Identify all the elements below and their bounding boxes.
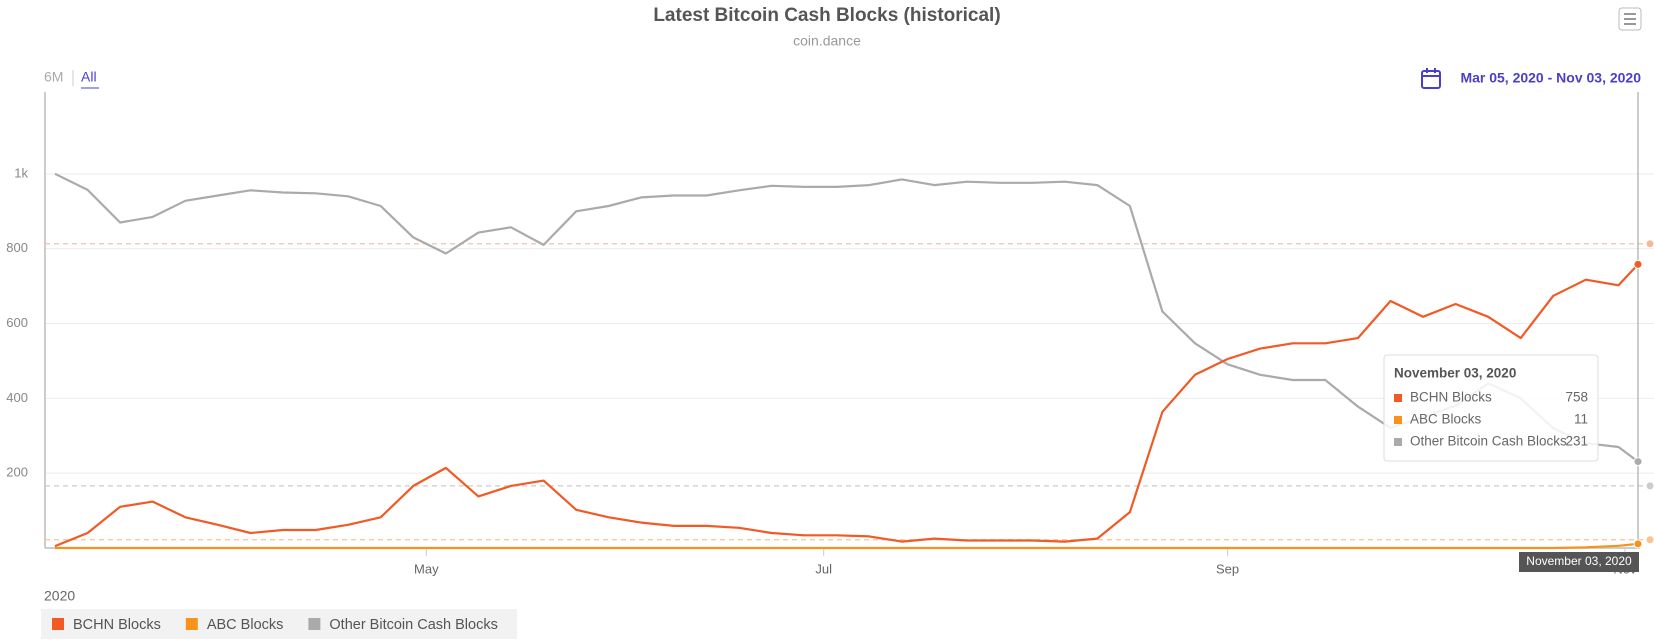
legend-label: BCHN Blocks — [73, 617, 161, 633]
tooltip-value: 11 — [1574, 412, 1588, 427]
y-tick-label: 1k — [14, 165, 28, 180]
tooltip-series-name: Other Bitcoin Cash Blocks — [1410, 434, 1567, 449]
tooltip-swatch — [1394, 416, 1402, 424]
calendar-icon[interactable] — [1421, 68, 1441, 89]
tooltip-series-name: ABC Blocks — [1410, 412, 1482, 427]
y-tick-label: 400 — [6, 390, 28, 405]
tooltip-box — [1383, 354, 1599, 462]
tooltip-swatch — [1394, 438, 1402, 446]
chart-title: Latest Bitcoin Cash Blocks (historical) — [653, 5, 1000, 26]
range-button[interactable]: All — [81, 69, 97, 85]
y-tick-label: 600 — [6, 315, 28, 330]
x-tick-label: Jul — [815, 561, 832, 576]
legend-label: ABC Blocks — [207, 617, 284, 633]
tooltip-title: November 03, 2020 — [1394, 366, 1516, 381]
tooltip-swatch — [1394, 394, 1402, 402]
plot-line-dot — [1646, 482, 1654, 490]
tooltip-value: 758 — [1565, 390, 1588, 405]
hover-marker — [1633, 259, 1643, 269]
plot-line-dot — [1646, 536, 1654, 544]
y-tick-label: 800 — [6, 240, 28, 255]
x-axis-year: 2020 — [44, 588, 75, 604]
tooltip-value: 231 — [1565, 434, 1588, 449]
hover-marker — [1633, 539, 1643, 549]
calendar-frame — [1421, 70, 1441, 89]
menu-button[interactable] — [1618, 7, 1642, 31]
crosshair-label: November 03, 2020 — [1526, 554, 1632, 568]
plot-line-dot — [1646, 240, 1654, 248]
hover-marker — [1633, 457, 1643, 467]
tooltip-series-name: BCHN Blocks — [1410, 390, 1492, 405]
legend-box — [41, 609, 517, 639]
series-line — [55, 542, 1639, 550]
legend-swatch — [52, 618, 64, 630]
chart-subtitle: coin.dance — [793, 33, 861, 49]
x-tick-label: Sep — [1216, 561, 1239, 576]
legend-swatch — [308, 618, 321, 630]
range-button[interactable]: 6M — [44, 69, 63, 85]
date-range[interactable]: Mar 05, 2020 - Nov 03, 2020 — [1460, 70, 1641, 86]
crosshair-label-box — [1519, 552, 1639, 572]
series-line — [54, 263, 1639, 548]
legend-swatch — [185, 618, 198, 630]
y-tick-label: 200 — [6, 465, 28, 480]
tooltip: November 03, 2020 BCHN Blocks 758 ABC Block… — [1383, 354, 1599, 462]
legend-label: Other Bitcoin Cash Blocks — [329, 617, 497, 633]
x-tick-label: May — [414, 561, 439, 576]
